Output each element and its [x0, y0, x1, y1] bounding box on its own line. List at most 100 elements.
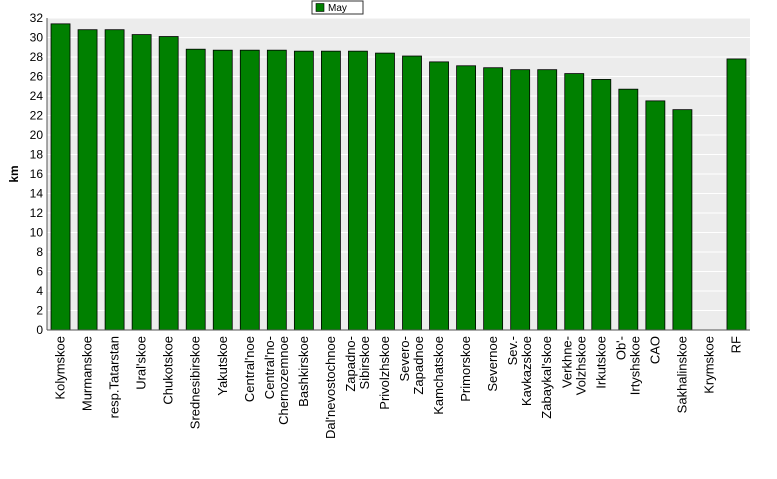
y-tick-label: 22 [30, 109, 44, 123]
bar [402, 55, 422, 331]
x-tick-label: Dal'nevostochnoe [323, 336, 338, 439]
x-tick-label-line: Verkhne- [559, 336, 574, 388]
x-tick-label-line: resp.Tatarstan [107, 336, 122, 418]
legend-swatch [315, 3, 325, 12]
x-tick-label: Ob'- Irtyshskoe [613, 336, 642, 395]
x-tick-label-line: Primorskoe [458, 336, 473, 402]
x-tick-label-line: Murmanskoe [80, 336, 95, 411]
x-tick-label: Bashkirskoe [296, 336, 311, 407]
y-tick-label: 0 [36, 323, 43, 337]
x-tick-label: Privolzhskoe [377, 336, 392, 410]
x-tick-label: Srednesibirskoe [188, 336, 203, 429]
x-tick-label: Irkutskoe [593, 336, 608, 389]
bar [185, 48, 206, 331]
x-tick-label-line: Severnoe [485, 336, 500, 392]
bar [483, 67, 504, 331]
x-tick-label: Severnoe [485, 336, 500, 392]
bar [104, 29, 125, 331]
x-tick-label: resp.Tatarstan [107, 336, 122, 418]
x-tick-label: Yakutskoe [215, 336, 230, 396]
y-tick-label: 20 [30, 128, 44, 142]
y-tick-label: 24 [30, 89, 44, 103]
x-tick-label: Verkhne- Volzhskoe [559, 336, 588, 395]
x-axis-labels: Kolymskoe Murmanskoe resp.Tatarstan Ural'sk… [53, 336, 744, 439]
bar [293, 50, 314, 331]
x-tick-label-line: Kamchatskoe [431, 336, 446, 415]
bar [212, 49, 233, 331]
bar [429, 61, 449, 331]
x-tick-label: Primorskoe [458, 336, 473, 402]
x-tick-label-line: Bashkirskoe [296, 336, 311, 407]
y-tick-label: 2 [36, 304, 43, 318]
x-tick-label-line: Central'noe [242, 336, 257, 402]
y-tick-label: 30 [30, 31, 44, 45]
x-tick-label-line: Sibirskoe [357, 336, 372, 389]
bar [564, 73, 585, 331]
y-tick-label: 4 [36, 284, 43, 298]
bar [50, 23, 71, 331]
x-tick-label: Central'noe [242, 336, 257, 402]
legend: May [311, 0, 364, 15]
bars [50, 23, 747, 331]
x-tick-label-line: Ob'- [613, 336, 628, 360]
bar [375, 52, 395, 331]
x-tick-label: Chukotskoe [161, 336, 176, 405]
x-tick-label-line: Kolymskoe [53, 336, 68, 400]
x-tick-label: CAO [647, 336, 662, 364]
bar [591, 79, 612, 331]
legend-label: May [328, 3, 347, 14]
x-tick-label: Murmanskoe [80, 336, 95, 411]
x-tick-label: Central'no- Chernozemnoe [262, 336, 291, 425]
bar [158, 36, 179, 331]
y-tick-label: 16 [30, 167, 44, 181]
x-tick-label-line: Yakutskoe [215, 336, 230, 396]
bar [77, 29, 98, 331]
bar [672, 109, 693, 331]
y-tick-label: 10 [30, 226, 44, 240]
x-tick-label-line: Dal'nevostochnoe [323, 336, 338, 439]
x-tick-label: RF [728, 336, 743, 353]
x-tick-label-line: Volzhskoe [573, 336, 588, 395]
x-tick-label: Krymskoe [701, 336, 716, 394]
x-tick-label-line: Srednesibirskoe [188, 336, 203, 429]
bar [726, 58, 747, 331]
bar [131, 34, 152, 331]
y-tick-label: 18 [30, 148, 44, 162]
x-tick-label: Kamchatskoe [431, 336, 446, 415]
x-tick-label-line: Central'no- [262, 336, 277, 399]
bar [537, 69, 558, 331]
y-tick-label: 32 [30, 11, 44, 25]
x-tick-label-line: Zapadno- [343, 336, 358, 392]
x-tick-label-line: Severo- [397, 336, 412, 382]
x-tick-label-line: Kavkazskoe [519, 336, 534, 406]
x-tick-label-line: Chernozemnoe [276, 336, 291, 425]
y-axis-label: km [7, 165, 21, 182]
bar [348, 50, 368, 331]
x-tick-label-line: Irtyshskoe [627, 336, 642, 395]
y-tick-label: 14 [30, 187, 44, 201]
y-tick-label: 12 [30, 206, 44, 220]
x-tick-label-line: Sev.- [505, 336, 520, 365]
x-tick-label: Sev.- Kavkazskoe [505, 336, 534, 406]
bar [510, 69, 531, 331]
x-tick-label-line: RF [728, 336, 743, 353]
x-tick-label: Sakhalinskoe [674, 336, 689, 413]
x-tick-label: Kolymskoe [53, 336, 68, 400]
x-tick-label-line: CAO [647, 336, 662, 364]
x-tick-label-line: Zabaykal'skoe [539, 336, 554, 419]
y-tick-label: 6 [36, 265, 43, 279]
x-tick-label-line: Irkutskoe [593, 336, 608, 389]
bar [266, 49, 287, 331]
x-tick-label: Zapadno- Sibirskoe [343, 336, 372, 392]
bar [239, 49, 260, 331]
bar [618, 88, 639, 331]
y-tick-label: 28 [30, 50, 44, 64]
x-tick-label-line: Krymskoe [701, 336, 716, 394]
x-tick-label: Severo- Zapadnoe [397, 336, 426, 395]
bar [456, 65, 476, 331]
bar [645, 100, 666, 331]
x-tick-label-line: Ural'skoe [134, 336, 149, 390]
x-tick-label-line: Zapadnoe [411, 336, 426, 395]
x-tick-label-line: Chukotskoe [161, 336, 176, 405]
